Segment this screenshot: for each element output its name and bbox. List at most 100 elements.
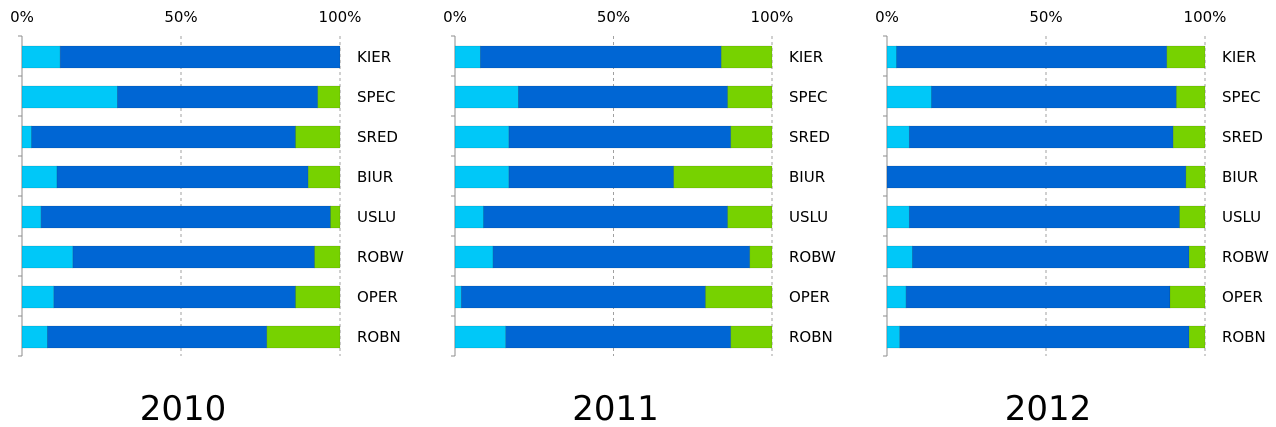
bar-segment-oper-s2 — [53, 285, 296, 309]
chart-panel-2010: 0% 50% 100% KIER SPEC SRED BIUR USLU ROBW OPER ROB… — [10, 8, 404, 427]
bar-segment-sred-s2 — [508, 125, 732, 149]
category-label: OPER — [1222, 288, 1263, 306]
category-label: USLU — [1222, 208, 1261, 226]
x-tick-label: 50% — [597, 8, 630, 26]
bar-segment-oper-s3 — [295, 285, 341, 309]
bar-segment-robw-s2 — [492, 245, 751, 269]
bar-segment-oper-s3 — [1169, 285, 1206, 309]
category-label: ROBW — [357, 248, 404, 266]
bar-segment-kier-s3 — [1166, 45, 1206, 69]
bar-segment-oper-s1 — [886, 285, 907, 309]
bar-segment-biur-s2 — [56, 165, 309, 189]
x-tick-label: 100% — [319, 8, 362, 26]
bar-segment-uslu-s3 — [727, 205, 773, 229]
bar-segment-uslu-s2 — [40, 205, 331, 229]
bar-segment-sred-s3 — [730, 125, 773, 149]
bar-segment-uslu-s1 — [454, 205, 484, 229]
bar-segment-oper-s2 — [905, 285, 1171, 309]
x-tick-label: 0% — [10, 8, 34, 26]
x-tick-label: 50% — [164, 8, 197, 26]
category-label: SPEC — [1222, 88, 1261, 106]
bar-segment-uslu-s3 — [330, 205, 341, 229]
bar-segment-uslu-s3 — [1179, 205, 1206, 229]
bar-segment-spec-s3 — [1176, 85, 1206, 109]
category-label: SRED — [357, 128, 398, 146]
category-label: USLU — [357, 208, 396, 226]
bar-segment-sred-s1 — [454, 125, 510, 149]
bar-segment-biur-s3 — [673, 165, 773, 189]
bar-segment-sred-s3 — [1172, 125, 1206, 149]
bar-segment-oper-s1 — [454, 285, 462, 309]
category-label: ROBN — [1222, 328, 1266, 346]
category-label: SRED — [1222, 128, 1263, 146]
bar-segment-uslu-s2 — [483, 205, 728, 229]
bar-segment-biur-s2 — [508, 165, 675, 189]
chart-title: 2010 — [140, 389, 227, 427]
x-tick-label: 100% — [751, 8, 794, 26]
bar-segment-spec-s1 — [21, 85, 118, 109]
bar-segment-spec-s2 — [518, 85, 728, 109]
bar-segment-robn-s2 — [505, 325, 732, 349]
category-label: BIUR — [789, 168, 825, 186]
bar-segment-uslu-s1 — [21, 205, 42, 229]
category-label: KIER — [1222, 48, 1256, 66]
bar-segment-robn-s2 — [47, 325, 268, 349]
category-label: ROBW — [789, 248, 836, 266]
category-label: SRED — [789, 128, 830, 146]
category-label: ROBN — [357, 328, 401, 346]
bar-segment-spec-s1 — [454, 85, 519, 109]
bar-segment-oper-s3 — [705, 285, 773, 309]
bar-segment-robw-s1 — [886, 245, 913, 269]
category-label: SPEC — [789, 88, 828, 106]
bar-segment-kier-s1 — [21, 45, 61, 69]
bar-segment-spec-s3 — [317, 85, 341, 109]
category-label: KIER — [789, 48, 823, 66]
bar-segment-robn-s3 — [730, 325, 773, 349]
chart-panel-2011: 0% 50% 100% KIER SPEC SRED BIUR USLU ROBW OPER ROB… — [443, 8, 836, 427]
bar-segment-sred-s1 — [21, 125, 32, 149]
bar-segment-spec-s1 — [886, 85, 932, 109]
bar-segment-spec-s2 — [117, 85, 319, 109]
bar-segment-robw-s3 — [1188, 245, 1206, 269]
category-label: BIUR — [357, 168, 393, 186]
bar-segment-oper-s2 — [461, 285, 706, 309]
bar-segment-spec-s2 — [931, 85, 1177, 109]
bar-segment-robn-s1 — [21, 325, 48, 349]
chart-title: 2012 — [1005, 389, 1092, 427]
bar-segment-robn-s2 — [899, 325, 1190, 349]
bar-segment-biur-s3 — [1185, 165, 1206, 189]
bar-segment-robn-s1 — [886, 325, 901, 349]
bar-segment-robn-s3 — [1188, 325, 1206, 349]
bar-segment-kier-s2 — [896, 45, 1168, 69]
bar-segment-robw-s1 — [21, 245, 74, 269]
bar-segment-robw-s3 — [749, 245, 773, 269]
category-label: ROBN — [789, 328, 833, 346]
category-label: SPEC — [357, 88, 396, 106]
x-tick-label: 0% — [875, 8, 899, 26]
bar-segment-robw-s1 — [454, 245, 494, 269]
chart-title: 2011 — [572, 389, 659, 427]
chart-panel-2012: 0% 50% 100% KIER SPEC SRED BIUR USLU ROBW OPER ROB… — [875, 8, 1269, 427]
bar-segment-kier-s2 — [59, 45, 341, 69]
bar-segment-robn-s1 — [454, 325, 507, 349]
bar-segment-robw-s2 — [912, 245, 1190, 269]
bar-segment-sred-s2 — [908, 125, 1174, 149]
category-label: BIUR — [1222, 168, 1258, 186]
bar-segment-kier-s2 — [480, 45, 722, 69]
category-label: OPER — [789, 288, 830, 306]
bar-segment-biur-s3 — [307, 165, 341, 189]
bar-segment-robw-s3 — [314, 245, 341, 269]
bar-segment-robn-s3 — [266, 325, 341, 349]
bar-segment-kier-s1 — [454, 45, 481, 69]
x-tick-label: 50% — [1029, 8, 1062, 26]
category-label: KIER — [357, 48, 391, 66]
bar-segment-kier-s1 — [886, 45, 897, 69]
bar-segment-oper-s1 — [21, 285, 55, 309]
bar-segment-sred-s3 — [295, 125, 341, 149]
category-label: ROBW — [1222, 248, 1269, 266]
bar-segment-biur-s2 — [886, 165, 1187, 189]
category-label: OPER — [357, 288, 398, 306]
category-label: USLU — [789, 208, 828, 226]
bar-segment-uslu-s1 — [886, 205, 910, 229]
